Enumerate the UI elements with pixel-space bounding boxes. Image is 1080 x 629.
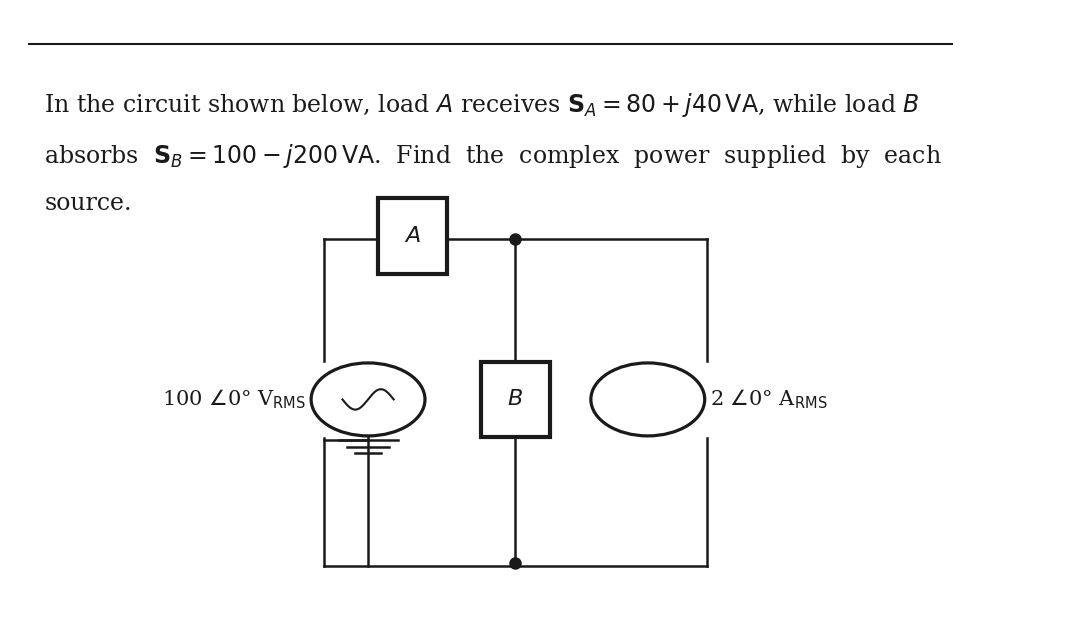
Circle shape <box>311 363 426 436</box>
Text: 100 $\angle$0° V$_{\mathrm{RMS}}$: 100 $\angle$0° V$_{\mathrm{RMS}}$ <box>162 387 307 411</box>
Circle shape <box>591 363 705 436</box>
FancyBboxPatch shape <box>481 362 550 437</box>
Text: In the circuit shown below, load $A$ receives $\mathbf{S}_{A}=80+j40\,\text{VA}$: In the circuit shown below, load $A$ rec… <box>44 91 920 120</box>
Text: 2 $\angle$0° A$_{\mathrm{RMS}}$: 2 $\angle$0° A$_{\mathrm{RMS}}$ <box>710 387 827 411</box>
Text: absorbs  $\mathbf{S}_{B}=100-j200\,\text{VA}$.  Find  the  complex  power  suppl: absorbs $\mathbf{S}_{B}=100-j200\,\text{… <box>44 142 942 170</box>
Text: $A$: $A$ <box>404 225 421 247</box>
FancyBboxPatch shape <box>378 198 447 274</box>
Text: $B$: $B$ <box>508 389 523 410</box>
Text: source.: source. <box>44 192 132 215</box>
